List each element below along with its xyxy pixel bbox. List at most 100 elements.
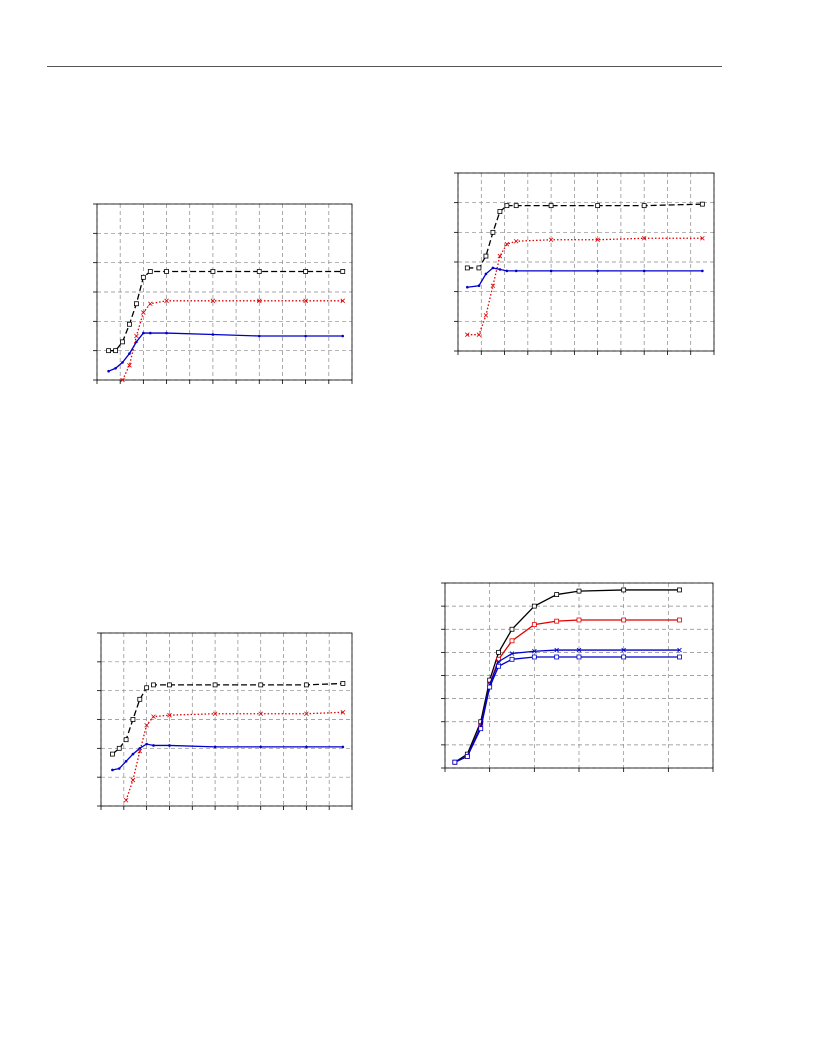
marker: [137, 696, 143, 702]
marker: [117, 767, 121, 770]
marker: [144, 685, 150, 691]
marker: [259, 745, 263, 749]
marker: [576, 617, 582, 623]
marker: [167, 682, 172, 688]
marker: [340, 681, 346, 686]
marker: [505, 269, 509, 273]
marker: [257, 334, 261, 338]
marker: [120, 377, 125, 383]
series-line: [454, 649, 680, 763]
marker: [110, 751, 115, 757]
marker: [464, 754, 470, 759]
marker: [497, 253, 503, 259]
marker: [341, 745, 345, 749]
marker: [532, 648, 537, 654]
marker: [464, 265, 470, 271]
marker: [168, 744, 171, 747]
series-line: [467, 203, 703, 269]
marker: [496, 663, 501, 669]
marker: [490, 283, 496, 289]
marker: [476, 265, 482, 271]
chart: [97, 632, 353, 810]
marker: [165, 331, 168, 335]
marker: [621, 654, 627, 660]
marker: [491, 266, 495, 270]
marker: [504, 203, 510, 209]
marker: [513, 203, 519, 209]
series-line: [108, 270, 343, 352]
marker: [304, 334, 307, 338]
marker: [123, 737, 129, 743]
marker: [701, 269, 704, 273]
marker: [677, 654, 682, 660]
marker: [151, 682, 156, 688]
marker: [554, 654, 560, 660]
marker: [641, 203, 647, 209]
marker: [642, 269, 646, 273]
marker: [621, 617, 627, 623]
marker: [144, 722, 149, 728]
marker: [303, 269, 309, 274]
chart: [454, 172, 715, 355]
marker: [140, 274, 146, 280]
series-line: [125, 711, 343, 801]
plot-frame: [444, 582, 714, 769]
marker: [621, 587, 627, 593]
marker: [466, 285, 469, 289]
marker: [496, 659, 501, 664]
marker: [212, 682, 218, 688]
marker: [340, 710, 346, 715]
marker: [210, 298, 216, 304]
marker: [213, 745, 217, 749]
marker: [641, 235, 647, 241]
marker: [123, 797, 129, 803]
marker: [483, 253, 489, 259]
marker: [127, 363, 132, 368]
marker: [164, 269, 169, 274]
marker: [465, 332, 470, 337]
marker: [576, 654, 582, 660]
marker: [452, 759, 458, 765]
marker: [509, 626, 515, 632]
marker: [256, 269, 262, 274]
marker: [340, 269, 346, 274]
marker: [258, 711, 264, 717]
marker: [305, 745, 308, 749]
marker: [595, 237, 600, 243]
marker: [141, 310, 146, 315]
marker: [497, 209, 503, 214]
marker: [531, 654, 537, 660]
marker: [131, 752, 135, 756]
marker: [106, 348, 111, 354]
marker: [135, 340, 138, 344]
marker: [554, 618, 560, 624]
series-line: [467, 237, 703, 336]
marker: [116, 745, 122, 751]
marker: [147, 269, 153, 274]
plot-frame: [96, 203, 353, 381]
marker: [212, 711, 218, 717]
marker: [134, 333, 139, 339]
series-line: [454, 589, 680, 763]
marker: [477, 284, 481, 288]
marker: [509, 638, 515, 644]
marker: [107, 369, 110, 373]
marker: [513, 238, 519, 244]
series-line: [108, 332, 343, 372]
marker: [167, 712, 172, 718]
marker: [130, 777, 136, 783]
marker: [498, 268, 502, 271]
marker: [677, 587, 682, 593]
marker: [148, 301, 153, 307]
marker: [121, 361, 124, 364]
marker: [496, 649, 501, 655]
marker: [256, 298, 262, 304]
marker: [548, 237, 554, 243]
marker: [151, 714, 156, 719]
marker: [699, 201, 705, 207]
marker: [303, 682, 309, 688]
marker: [595, 203, 601, 209]
marker: [621, 647, 626, 653]
marker: [514, 269, 518, 273]
